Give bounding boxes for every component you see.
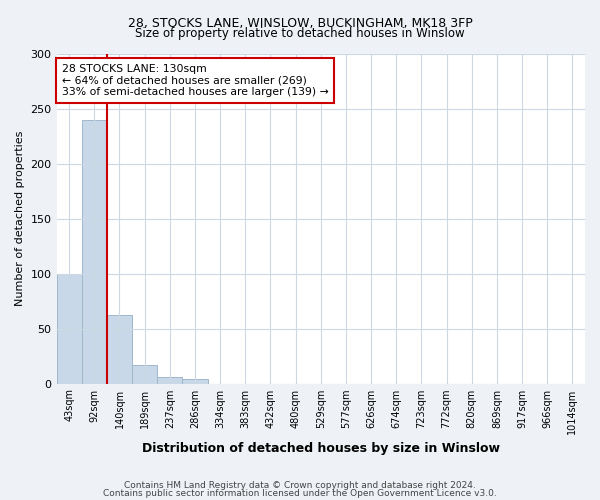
- Text: Contains HM Land Registry data © Crown copyright and database right 2024.: Contains HM Land Registry data © Crown c…: [124, 480, 476, 490]
- Bar: [157, 377, 182, 384]
- Bar: [132, 365, 157, 384]
- Text: Contains public sector information licensed under the Open Government Licence v3: Contains public sector information licen…: [103, 489, 497, 498]
- Bar: [82, 120, 107, 384]
- Text: 28 STOCKS LANE: 130sqm
← 64% of detached houses are smaller (269)
33% of semi-de: 28 STOCKS LANE: 130sqm ← 64% of detached…: [62, 64, 329, 97]
- Bar: [182, 379, 208, 384]
- Bar: [107, 316, 132, 384]
- Text: Size of property relative to detached houses in Winslow: Size of property relative to detached ho…: [135, 28, 465, 40]
- Y-axis label: Number of detached properties: Number of detached properties: [15, 131, 25, 306]
- Bar: [56, 274, 82, 384]
- X-axis label: Distribution of detached houses by size in Winslow: Distribution of detached houses by size …: [142, 442, 500, 455]
- Text: 28, STOCKS LANE, WINSLOW, BUCKINGHAM, MK18 3FP: 28, STOCKS LANE, WINSLOW, BUCKINGHAM, MK…: [128, 18, 472, 30]
